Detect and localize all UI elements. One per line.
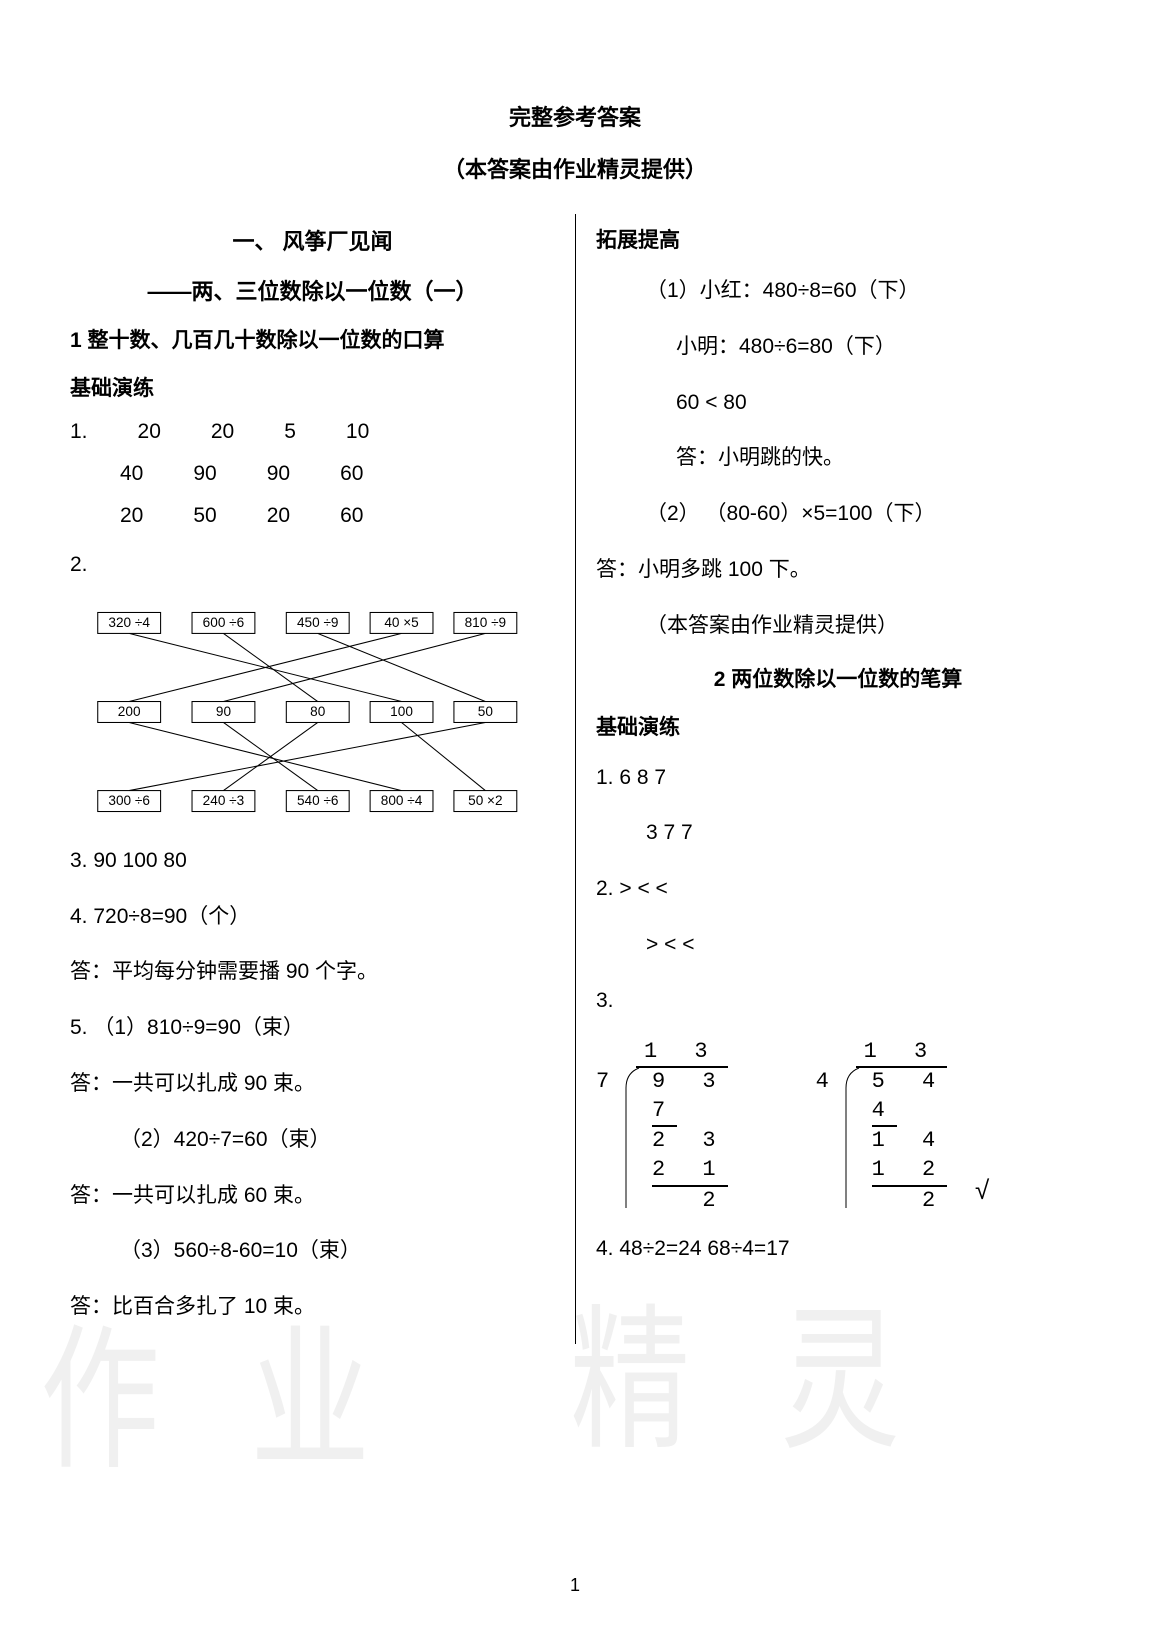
q1-val: 20	[138, 420, 161, 444]
matching-diagram: 320 ÷4 600 ÷6 450 ÷9 40 ×5 810 ÷9 200 90 80 100 5…	[70, 602, 555, 827]
rq1: 1. 6 8 7	[596, 759, 1080, 797]
svg-text:90: 90	[216, 704, 232, 719]
q5-2: （2）420÷7=60（束）	[70, 1121, 555, 1159]
q1-row1: 1. 20 20 5 10	[70, 420, 555, 444]
rq2b: > < <	[596, 926, 1080, 964]
ld1-step: 2 3	[644, 1127, 736, 1156]
r7: （本答案由作业精灵提供）	[596, 607, 1080, 645]
svg-text:800 ÷4: 800 ÷4	[381, 793, 423, 808]
q5-1-answer: 答：一共可以扎成 90 束。	[70, 1065, 555, 1103]
svg-text:80: 80	[310, 704, 326, 719]
q1-val: 50	[193, 504, 216, 528]
svg-text:50 ×2: 50 ×2	[468, 793, 502, 808]
q1-val: 20	[120, 504, 143, 528]
ld2-step: 2	[864, 1187, 956, 1216]
ld2-step: 1 2	[872, 1156, 948, 1187]
svg-text:300 ÷6: 300 ÷6	[108, 793, 150, 808]
basic-label: 基础演练	[70, 372, 555, 402]
q1-val: 20	[211, 420, 234, 444]
rq3-label: 3.	[596, 982, 1080, 1020]
svg-text:450 ÷9: 450 ÷9	[297, 615, 339, 630]
longdiv-row: 1 3 7 9 3 7 2 3 2 1 2 1 3 4 5 4 4 1 4	[596, 1038, 1080, 1216]
svg-text:50: 50	[478, 704, 494, 719]
q5-2-answer: 答：一共可以扎成 60 束。	[70, 1177, 555, 1215]
q1-val: 5	[284, 420, 296, 444]
q5-1: 5. （1）810÷9=90（束）	[70, 1009, 555, 1047]
q2-label: 2.	[70, 546, 555, 584]
left-column: 一、 风筝厂见闻 ——两、三位数除以一位数（一） 1 整十数、几百几十数除以一位…	[70, 214, 575, 1344]
r2: 小明：480÷6=80（下）	[596, 328, 1080, 366]
svg-text:200: 200	[118, 704, 141, 719]
ld2-step: 1 4	[864, 1127, 956, 1156]
check-icon: √	[975, 1176, 991, 1210]
q3: 3. 90 100 80	[70, 842, 555, 880]
page-number: 1	[570, 1575, 580, 1596]
ld2-dividend: 5 4	[864, 1068, 956, 1097]
ld1-quotient: 1 3	[636, 1038, 728, 1069]
svg-text:810 ÷9: 810 ÷9	[465, 615, 507, 630]
q1-val: 10	[346, 420, 369, 444]
svg-text:600 ÷6: 600 ÷6	[203, 615, 245, 630]
main-title: 完整参考答案	[70, 100, 1080, 132]
section2-title: 2 两位数除以一位数的笔算	[596, 663, 1080, 693]
rq4: 4. 48÷2=24 68÷4=17	[596, 1230, 1080, 1268]
q1-val: 20	[267, 504, 290, 528]
q1-val: 90	[193, 462, 216, 486]
sub-chapter: ——两、三位数除以一位数（一）	[70, 274, 555, 306]
longdiv-2: 1 3 4 5 4 4 1 4 1 2 2 √	[816, 1038, 956, 1216]
r1: （1）小红：480÷8=60（下）	[596, 272, 1080, 310]
svg-text:100: 100	[390, 704, 413, 719]
r4: 答：小明跳的快。	[596, 439, 1080, 477]
longdiv-1: 1 3 7 9 3 7 2 3 2 1 2	[596, 1038, 736, 1216]
section1-title: 1 整十数、几百几十数除以一位数的口算	[70, 324, 555, 354]
ld1-dividend: 9 3	[644, 1068, 736, 1097]
q4: 4. 720÷8=90（个）	[70, 898, 555, 936]
ld2-divisor: 4	[816, 1068, 829, 1097]
q5-3-answer: 答：比百合多扎了 10 束。	[70, 1288, 555, 1326]
rq2: 2. > < <	[596, 870, 1080, 908]
ld1-step: 2 1	[652, 1156, 728, 1187]
ld1-step: 2	[644, 1187, 736, 1216]
svg-text:240 ÷3: 240 ÷3	[203, 793, 245, 808]
r6: 答：小明多跳 100 下。	[596, 551, 1080, 589]
q1-val: 90	[267, 462, 290, 486]
rq1b: 3 7 7	[596, 814, 1080, 852]
ld1-divisor: 7	[596, 1068, 609, 1097]
svg-text:40 ×5: 40 ×5	[384, 615, 418, 630]
svg-text:540 ÷6: 540 ÷6	[297, 793, 339, 808]
ld2-quotient: 1 3	[856, 1038, 948, 1069]
right-column: 拓展提高 （1）小红：480÷8=60（下） 小明：480÷6=80（下） 60…	[575, 214, 1080, 1344]
ld1-step: 7	[652, 1097, 677, 1128]
q1-val: 40	[120, 462, 143, 486]
expand-label: 拓展提高	[596, 224, 1080, 254]
r3: 60 < 80	[596, 384, 1080, 422]
q1-label: 1.	[70, 420, 88, 444]
q5-3: （3）560÷8-60=10（束）	[70, 1232, 555, 1270]
q4-answer: 答：平均每分钟需要播 90 个字。	[70, 953, 555, 991]
q1-row3: 20 50 20 60	[70, 504, 555, 528]
ld2-step: 4	[872, 1097, 897, 1128]
sub-title: （本答案由作业精灵提供）	[70, 152, 1080, 184]
svg-text:320 ÷4: 320 ÷4	[108, 615, 150, 630]
q1-row2: 40 90 90 60	[70, 462, 555, 486]
r5: （2） （80-60）×5=100（下）	[596, 495, 1080, 533]
chapter-title: 一、 风筝厂见闻	[70, 224, 555, 256]
q1-val: 60	[340, 504, 363, 528]
basic-label-2: 基础演练	[596, 711, 1080, 741]
q1-val: 60	[340, 462, 363, 486]
